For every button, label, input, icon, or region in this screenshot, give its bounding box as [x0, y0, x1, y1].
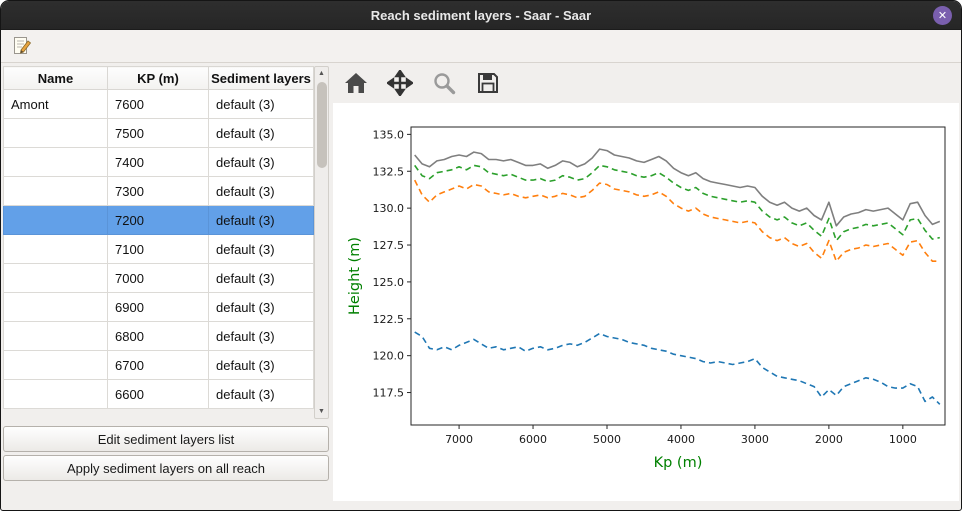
table-cell[interactable]: Amont	[3, 89, 108, 119]
table-cell[interactable]	[3, 350, 108, 380]
table-row[interactable]: 6800 default (3)	[3, 321, 314, 351]
table-cell[interactable]	[3, 147, 108, 177]
plot-save-button[interactable]	[473, 68, 503, 98]
sediment-profile-chart: 7000 6000 5000 4000 3000 2000 1000 117.5 120.0 12…	[347, 126, 946, 471]
table-cell[interactable]: 7100	[107, 234, 209, 264]
table-cell[interactable]: 6600	[107, 379, 209, 409]
edit-sediment-layers-list-button[interactable]: Edit sediment layers list	[3, 426, 329, 452]
edit-sediment-button[interactable]	[8, 33, 36, 59]
table-scrollbar[interactable]: ▲ ▼	[314, 66, 329, 419]
table-cell[interactable]: 7300	[107, 176, 209, 206]
table-row[interactable]: 7000 default (3)	[3, 263, 314, 293]
main-content: Name KP (m) Sediment layers Amont 7600 def…	[1, 63, 961, 510]
y-tick-label: 127.5	[373, 239, 405, 252]
table-row[interactable]: 6600 default (3)	[3, 379, 314, 409]
series-layer-3	[414, 331, 941, 405]
scrollbar-thumb[interactable]	[316, 82, 327, 168]
table-cell[interactable]	[3, 379, 108, 409]
kp-list-panel: Name KP (m) Sediment layers Amont 7600 def…	[1, 63, 331, 510]
table-row[interactable]: 7500 default (3)	[3, 118, 314, 148]
table-cell[interactable]: default (3)	[208, 89, 314, 119]
plot-toolbar	[331, 63, 961, 103]
window-title: Reach sediment layers - Saar - Saar	[370, 7, 592, 23]
table-header-row: Name KP (m) Sediment layers	[3, 66, 314, 90]
table-cell[interactable]: 7500	[107, 118, 209, 148]
table-row[interactable]: 7400 default (3)	[3, 147, 314, 177]
series-layer-1	[414, 164, 940, 242]
table-cell[interactable]: 6700	[107, 350, 209, 380]
table-row[interactable]: 7300 default (3)	[3, 176, 314, 206]
y-tick-label: 135.0	[373, 128, 405, 141]
plot-zoom-button[interactable]	[429, 68, 459, 98]
plot-panel: 7000 6000 5000 4000 3000 2000 1000 117.5 120.0 12…	[331, 63, 961, 510]
y-tick-label: 130.0	[373, 202, 405, 215]
table-cell[interactable]: 7200	[107, 205, 209, 235]
table-cell[interactable]: 7400	[107, 147, 209, 177]
table-cell[interactable]: default (3)	[208, 118, 314, 148]
x-tick-label: 7000	[445, 433, 473, 446]
table-cell[interactable]	[3, 205, 108, 235]
table-cell[interactable]: default (3)	[208, 147, 314, 177]
table-cell[interactable]: default (3)	[208, 350, 314, 380]
y-tick-label: 117.5	[373, 387, 405, 400]
y-tick-label: 125.0	[373, 276, 405, 289]
table-cell[interactable]	[3, 234, 108, 264]
x-tick-label: 1000	[889, 433, 917, 446]
x-tick-label: 3000	[741, 433, 769, 446]
titlebar[interactable]: Reach sediment layers - Saar - Saar ✕	[1, 1, 961, 30]
zoom-icon	[434, 73, 456, 95]
scroll-up-arrow-icon[interactable]: ▲	[318, 70, 325, 77]
sediment-profile-figure[interactable]: 7000 6000 5000 4000 3000 2000 1000 117.5 120.0 12…	[333, 103, 959, 501]
series-layer-2	[413, 179, 940, 262]
table-cell[interactable]: default (3)	[208, 234, 314, 264]
table-cell[interactable]: default (3)	[208, 263, 314, 293]
table-row[interactable]: 7100 default (3)	[3, 234, 314, 264]
table-row[interactable]: 7200 default (3)	[3, 205, 314, 235]
axes-box	[410, 126, 946, 426]
table-cell[interactable]	[3, 292, 108, 322]
table-cell[interactable]: default (3)	[208, 321, 314, 351]
table-cell[interactable]: 6900	[107, 292, 209, 322]
x-tick-label: 4000	[667, 433, 695, 446]
home-icon	[345, 73, 367, 93]
save-icon	[478, 73, 498, 93]
table-cell[interactable]	[3, 263, 108, 293]
y-tick-label: 122.5	[373, 313, 405, 326]
table-cell[interactable]: 7000	[107, 263, 209, 293]
sediment-layers-table: Name KP (m) Sediment layers Amont 7600 def…	[3, 66, 314, 409]
table-cell[interactable]: default (3)	[208, 379, 314, 409]
edit-sediment-icon	[14, 37, 32, 54]
app-toolbar	[1, 30, 961, 63]
y-axis-label: Height (m)	[347, 237, 363, 315]
x-tick-label: 6000	[519, 433, 547, 446]
table-cell[interactable]	[3, 176, 108, 206]
table-cell[interactable]: 7600	[107, 89, 209, 119]
series-surface	[414, 148, 941, 227]
apply-sediment-layers-button[interactable]: Apply sediment layers on all reach	[3, 455, 329, 481]
x-tick-label: 2000	[815, 433, 843, 446]
scroll-down-arrow-icon[interactable]: ▼	[318, 408, 325, 415]
table-cell[interactable]: default (3)	[208, 176, 314, 206]
y-tick-label: 120.0	[373, 350, 405, 363]
x-tick-label: 5000	[593, 433, 621, 446]
table-row[interactable]: 6900 default (3)	[3, 292, 314, 322]
table-cell[interactable]	[3, 321, 108, 351]
header-kp[interactable]: KP (m)	[107, 66, 209, 90]
pan-icon	[387, 70, 413, 96]
plot-home-button[interactable]	[341, 68, 371, 98]
table-cell[interactable]: 6800	[107, 321, 209, 351]
table-cell[interactable]	[3, 118, 108, 148]
x-axis-label: Kp (m)	[654, 455, 703, 471]
plot-pan-button[interactable]	[385, 68, 415, 98]
header-sediment-layers[interactable]: Sediment layers	[208, 66, 314, 90]
close-button[interactable]: ✕	[933, 6, 952, 25]
table-row[interactable]: Amont 7600 default (3)	[3, 89, 314, 119]
table-row[interactable]: 6700 default (3)	[3, 350, 314, 380]
header-name[interactable]: Name	[3, 66, 108, 90]
table-cell[interactable]: default (3)	[208, 292, 314, 322]
table-cell[interactable]: default (3)	[208, 205, 314, 235]
y-tick-label: 132.5	[373, 165, 405, 178]
